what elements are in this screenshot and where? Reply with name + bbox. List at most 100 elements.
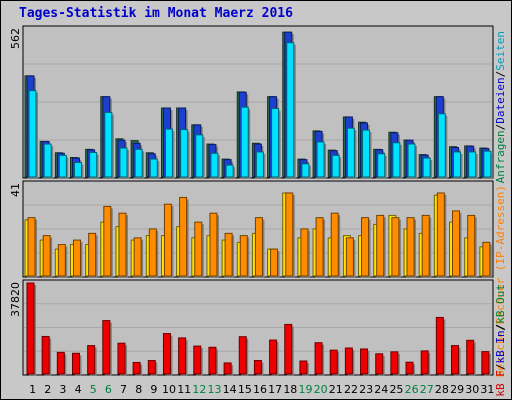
bar-besuche [224,232,235,278]
bar-kbf-fill [314,342,323,375]
bar-seiten-fill [422,157,431,178]
bar-kbf [344,347,355,376]
bar-besuche [239,235,250,278]
legend-part: kB F [494,370,507,397]
x-tick-label: 31 [480,383,494,396]
bar-besuche [88,232,98,278]
bar-besuche [345,237,356,278]
bar-besuche-fill [452,210,461,277]
x-tick-label: 1 [29,383,36,396]
bar-besuche-fill [148,228,157,277]
bar-besuche-fill [103,205,112,277]
bar-kbf-fill [329,349,338,375]
bar-besuche [285,192,295,278]
legend-1: Anfragen/Dateien/Seiten [494,31,507,183]
bar-seiten-fill [210,152,219,178]
bar-kbf [117,342,127,376]
bar-kbf-fill [405,361,414,375]
bar-seiten [240,106,251,179]
bar-besuche [452,210,462,278]
bar-besuche-fill [118,212,127,277]
bar-kbf-fill [162,333,171,375]
bar-besuche [376,214,386,278]
bar-seiten [468,151,478,179]
bar-kbf [208,346,218,376]
panel-2: 41 [9,180,494,278]
legend-part: / [494,71,507,78]
bar-kbf [41,335,52,376]
bar-besuche [42,235,53,278]
bar-seiten [134,148,145,179]
bar-kbf-fill [299,360,308,375]
bar-seiten [73,162,84,179]
bar-seiten-fill [362,129,371,178]
bar-besuche-fill [330,212,339,277]
x-tick-label: 30 [465,383,479,396]
bar-kbf [466,339,476,376]
bar-kbf-fill [102,320,111,375]
bar-besuche-fill [436,192,445,277]
bar-kbf-fill [26,282,35,375]
bar-besuche-fill [27,217,36,277]
bar-besuche [194,221,204,278]
bar-kbf [405,361,416,376]
bar-kbf [375,353,385,376]
bar-seiten [255,151,266,179]
bar-besuche-fill [285,192,294,277]
bar-besuche [406,217,417,278]
bar-kbf-fill [117,342,126,375]
bar-besuche-fill [194,221,203,277]
bar-seiten [210,152,220,179]
bar-besuche-fill [421,214,430,277]
bar-besuche-fill [254,217,263,277]
bar-besuche [270,248,280,278]
bar-besuche [148,228,159,278]
bar-seiten [453,151,463,179]
bar-besuche [436,192,447,278]
x-tick-label: 18 [283,383,297,396]
bar-besuche-fill [361,217,370,277]
legend-2: Besuche/Rechner (IP-Adressen) [494,185,507,377]
bar-seiten [316,141,327,179]
bar-besuche-fill [179,196,188,277]
bar-besuche-fill [42,235,51,277]
legend-part: / [494,364,507,371]
bar-kbf-fill [375,353,384,375]
bar-seiten-fill [28,90,37,178]
legend-3: kB F/kB In/kB Out [494,284,507,397]
bar-seiten-fill [392,142,401,178]
bar-besuche-fill [57,244,66,277]
panel-2-ymax-label: 41 [9,183,22,197]
bar-seiten-fill [119,147,128,178]
bar-besuche [133,237,144,278]
bar-seiten [119,147,129,179]
x-tick-label: 3 [59,383,66,396]
x-axis-labels: 1 2 3 4 5 6 7 8 9 10 11 12 13 14 15 16 17 18 19 20 21 22 23 24 2… [29,383,494,396]
bar-besuche-fill [239,235,248,277]
bar-seiten-fill [73,162,82,178]
legend-part: Dateien [494,77,507,123]
bar-seiten [164,128,175,179]
bar-kbf [420,350,431,376]
bar-kbf-fill [56,351,65,375]
bar-seiten [483,150,493,179]
bar-besuche [179,196,189,278]
bar-seiten-fill [301,163,310,178]
x-tick-label: 28 [435,383,449,396]
x-tick-label: 9 [150,383,157,396]
x-tick-label: 21 [329,383,343,396]
bar-besuche [467,214,477,278]
bar-seiten [28,90,38,179]
bar-kbf [284,323,294,376]
bar-seiten [286,42,296,179]
bar-seiten [195,134,205,179]
bar-kbf-fill [420,350,429,375]
bar-seiten-fill [104,111,113,178]
bar-seiten-fill [377,153,386,178]
bar-seiten [377,153,387,179]
bar-besuche-fill [482,241,491,277]
bar-kbf-fill [344,347,353,375]
x-tick-label: 13 [208,383,222,396]
